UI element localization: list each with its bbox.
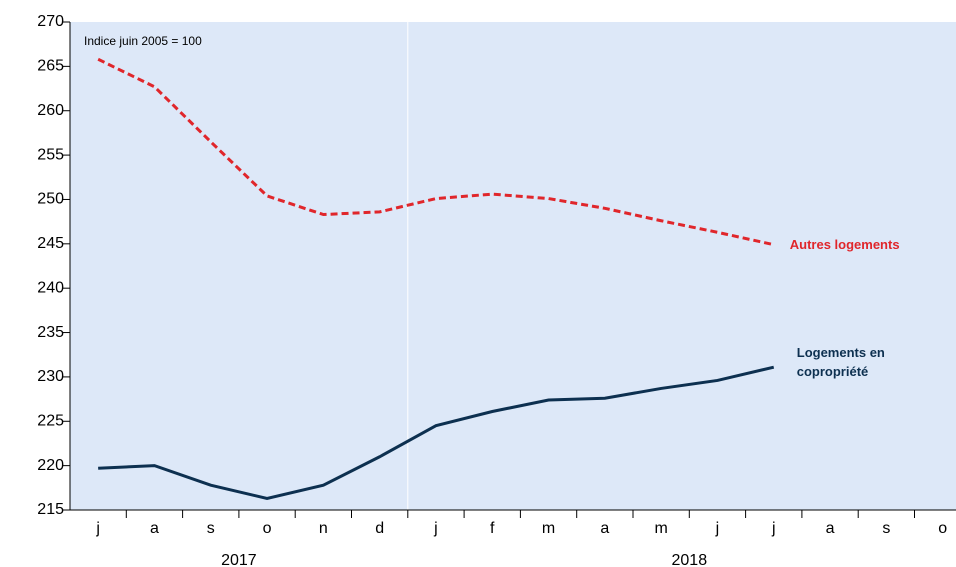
x-tick-label: j	[95, 520, 100, 537]
x-tick-label: f	[490, 520, 495, 537]
x-tick-label: d	[375, 520, 384, 537]
y-tick-label: 225	[37, 412, 64, 429]
series-label: Autres logements	[789, 236, 900, 252]
y-tick-label: 270	[37, 13, 64, 30]
y-tick-label: 265	[37, 58, 64, 75]
x-tick-label: a	[150, 520, 159, 537]
x-tick-label: m	[542, 520, 555, 537]
x-tick-label: m	[654, 520, 667, 537]
x-tick-label: s	[882, 520, 890, 537]
x-tick-label: a	[826, 520, 835, 537]
y-tick-label: 240	[37, 279, 64, 296]
plot-area	[70, 22, 956, 510]
y-tick-label: 215	[37, 501, 64, 518]
x-tick-label: j	[715, 520, 720, 537]
y-tick-label: 260	[37, 102, 64, 119]
x-tick-label: s	[207, 520, 215, 537]
x-tick-label: a	[600, 520, 609, 537]
annotation: Indice juin 2005 = 100	[84, 34, 202, 48]
y-tick-label: 235	[37, 324, 64, 341]
y-tick-label: 230	[37, 368, 64, 385]
y-tick-label: 255	[37, 146, 64, 163]
series-line	[98, 365, 775, 501]
y-tick-label: 250	[37, 191, 64, 208]
x-tick-label: n	[319, 520, 328, 537]
group-label: 2018	[672, 552, 708, 567]
x-tick-label: j	[771, 520, 776, 537]
y-tick-label: 245	[37, 235, 64, 252]
series-line	[97, 57, 775, 247]
x-tick-label: o	[263, 520, 272, 537]
x-tick-label: o	[938, 520, 947, 537]
x-tick-label: j	[433, 520, 438, 537]
series-label: Logements en copropriété	[796, 345, 885, 380]
y-tick-label: 220	[37, 457, 64, 474]
group-label: 2017	[221, 552, 257, 567]
